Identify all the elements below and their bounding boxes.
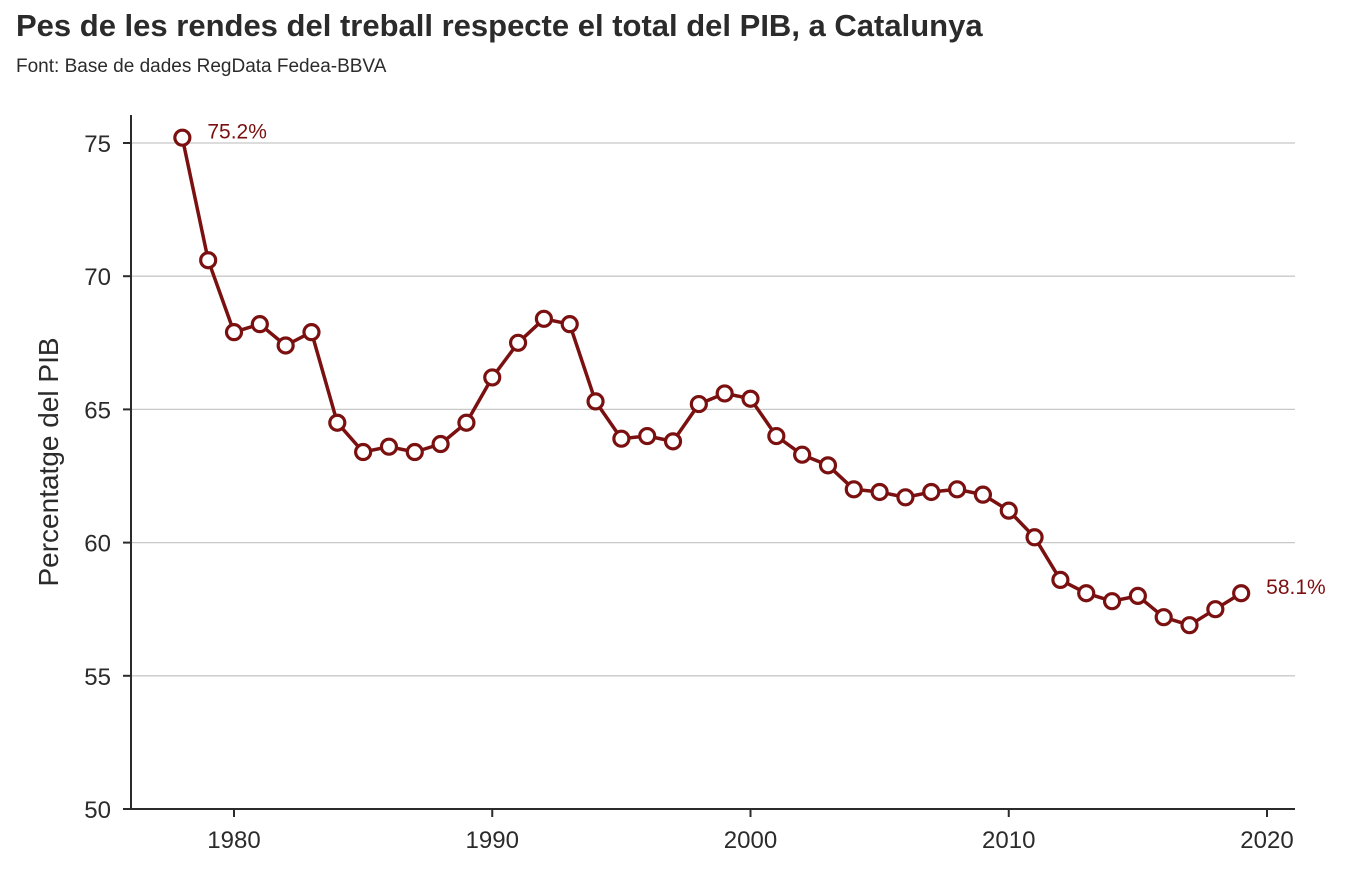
x-tick-label: 2010 xyxy=(982,827,1035,854)
data-point xyxy=(302,323,321,342)
x-tick-label: 1980 xyxy=(207,827,260,854)
data-point xyxy=(999,501,1018,520)
tick-labels: 50 55 60 65 70 75 1980 1990 2000 2010 2020 xyxy=(84,131,1293,854)
data-point xyxy=(767,426,786,446)
data-point xyxy=(457,413,476,432)
chart-title: Pes de les rendes del treball respecte e… xyxy=(16,8,983,43)
data-point xyxy=(1077,584,1096,603)
y-tick-label: 75 xyxy=(84,131,111,158)
data-point xyxy=(431,434,450,454)
data-points xyxy=(173,128,1251,635)
data-point xyxy=(328,413,347,432)
data-point xyxy=(1051,570,1070,589)
data-point xyxy=(818,456,838,475)
gridlines xyxy=(131,142,1295,677)
data-point xyxy=(922,482,941,502)
y-tick-label: 65 xyxy=(84,397,111,424)
data-label: 75.2% xyxy=(207,121,267,144)
data-point xyxy=(560,315,579,334)
data-label: 58.1% xyxy=(1266,576,1326,599)
data-point xyxy=(250,315,269,334)
data-point xyxy=(276,336,295,355)
data-point xyxy=(896,488,915,507)
data-point xyxy=(1232,584,1251,603)
y-tick-label: 60 xyxy=(84,531,111,558)
data-point xyxy=(715,384,734,403)
data-point xyxy=(1206,600,1225,619)
data-point xyxy=(224,323,244,342)
data-point xyxy=(1154,608,1173,627)
data-point xyxy=(870,482,889,502)
data-point xyxy=(483,368,502,387)
x-tick-label: 2020 xyxy=(1240,827,1293,854)
data-point xyxy=(1025,528,1044,547)
data-point xyxy=(663,432,683,451)
data-point xyxy=(405,442,424,462)
data-point xyxy=(1180,616,1199,635)
data-point xyxy=(354,442,373,462)
data-point xyxy=(741,389,760,408)
data-point xyxy=(534,309,554,328)
y-tick-label: 55 xyxy=(84,664,111,691)
y-tick-label: 70 xyxy=(84,264,111,291)
x-tick-label: 1990 xyxy=(466,827,519,854)
y-tick-label: 50 xyxy=(84,797,111,824)
axes xyxy=(123,115,1295,817)
data-point xyxy=(379,437,399,456)
data-point xyxy=(689,394,708,414)
data-point xyxy=(173,128,192,147)
data-point xyxy=(638,426,657,446)
y-axis-label: Percentatge del PIB xyxy=(33,337,64,586)
data-point xyxy=(793,445,812,464)
data-point xyxy=(947,480,967,499)
data-point xyxy=(844,480,863,499)
annotations: 75.2% 58.1% xyxy=(207,121,1325,600)
data-point xyxy=(1128,586,1147,605)
data-point xyxy=(612,429,631,448)
data-point xyxy=(1102,592,1122,611)
data-point xyxy=(508,333,528,352)
data-point xyxy=(199,251,218,270)
data-point xyxy=(586,392,605,411)
data-point xyxy=(973,485,993,504)
series-line xyxy=(180,137,1243,627)
chart-subtitle: Font: Base de dades RegData Fedea-BBVA xyxy=(16,56,387,77)
x-tick-label: 2000 xyxy=(724,827,777,854)
